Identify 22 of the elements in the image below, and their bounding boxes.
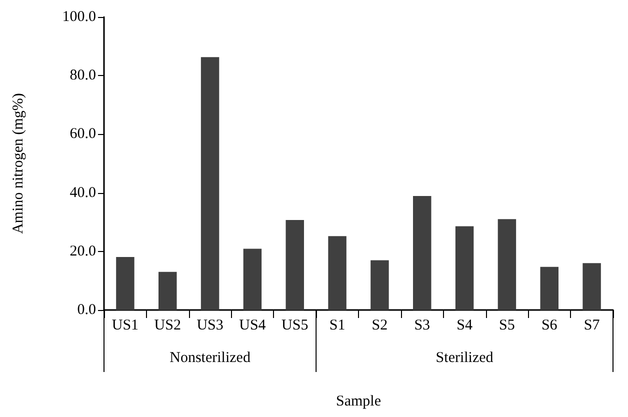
x-tick-label: US4 xyxy=(239,318,266,334)
x-tick-label: S7 xyxy=(584,318,600,334)
text: Nonsterilized xyxy=(170,350,251,366)
x-tick-label: US1 xyxy=(112,318,139,334)
x-tick-label: S3 xyxy=(414,318,430,334)
x-tick-label: US5 xyxy=(282,318,308,334)
y-tick-label: 80.0 xyxy=(70,68,96,84)
x-tick-label: S2 xyxy=(372,318,388,334)
y-tick-label: 0.0 xyxy=(77,302,96,318)
y-axis-title: Amino nitrogen (mg%) xyxy=(10,93,26,234)
y-tick-label: 60.0 xyxy=(70,126,96,142)
x-tick-label: S1 xyxy=(329,318,346,334)
y-tick-label: 20.0 xyxy=(70,243,96,260)
x-tick-label: US3 xyxy=(196,318,224,334)
x-axis-title: Sample xyxy=(336,394,382,410)
x-tick-label: US2 xyxy=(154,318,181,334)
text: Sterilized xyxy=(436,350,494,366)
y-tick-label: 100.0 xyxy=(62,9,96,25)
x-tick-label: S4 xyxy=(456,318,473,334)
x-tick-label: S6 xyxy=(541,318,558,334)
y-tick-label: 40.0 xyxy=(70,184,96,201)
x-tick-label: S5 xyxy=(499,318,515,334)
